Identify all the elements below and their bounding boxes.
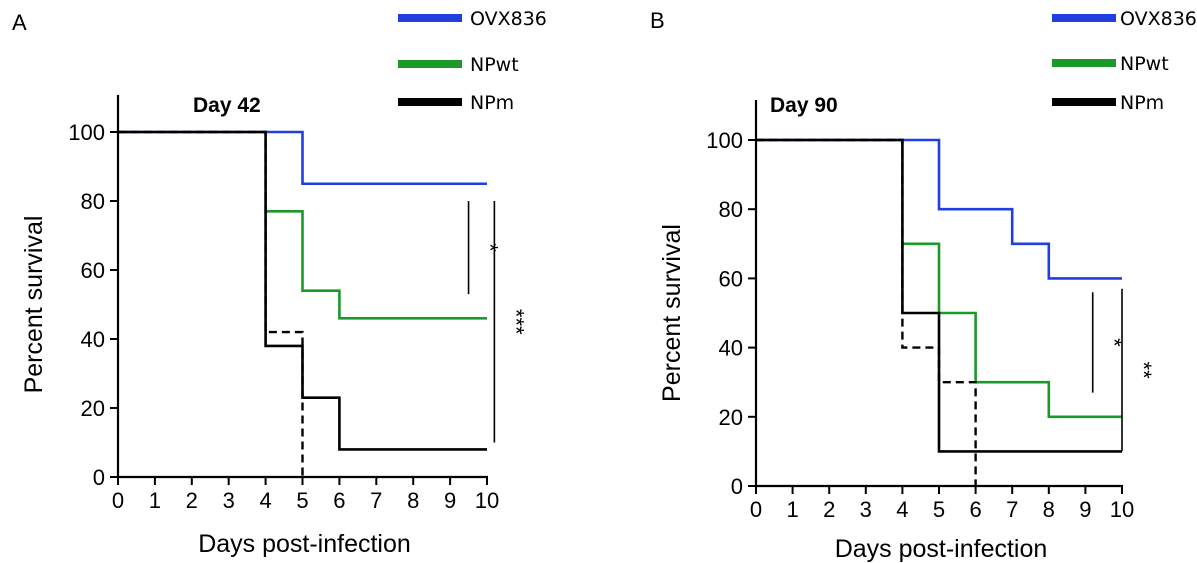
x-tick-label: 2	[823, 497, 835, 522]
x-tick-label: 10	[1110, 497, 1134, 522]
x-tick-label: 1	[786, 497, 798, 522]
x-tick-label: 5	[933, 497, 945, 522]
y-tick-label: 20	[719, 405, 743, 430]
legend-swatch-npwt	[1052, 59, 1116, 67]
survival-line-npwt	[265, 210, 487, 320]
y-axis-label: Percent survival	[658, 224, 686, 402]
panel-label: A	[12, 10, 27, 35]
y-tick-label: 60	[719, 266, 743, 291]
x-tick-label: 6	[969, 497, 981, 522]
y-tick-label: 80	[81, 189, 105, 214]
y-tick-label: 0	[93, 465, 105, 490]
x-axis-label: Days post-infection	[835, 535, 1048, 563]
legend-label: OVX836	[1120, 8, 1197, 30]
x-tick-label: 9	[444, 488, 456, 513]
x-tick-label: 8	[1043, 497, 1055, 522]
legend-label: OVX836	[470, 8, 547, 30]
legend-label: NPm	[470, 92, 514, 114]
legend-swatch-npm	[1052, 98, 1116, 106]
panel-label: B	[650, 8, 665, 33]
y-tick-label: 40	[719, 336, 743, 361]
y-tick-label: 60	[81, 258, 105, 283]
legend-label: NPwt	[470, 54, 519, 76]
x-tick-label: 3	[223, 488, 235, 513]
y-tick-label: 40	[81, 327, 105, 352]
survival-line-npwt	[902, 242, 1122, 419]
legend-swatch-ovx836	[398, 14, 462, 22]
legend-swatch-npwt	[398, 60, 462, 68]
x-tick-label: 9	[1079, 497, 1091, 522]
significance-label: *	[1102, 338, 1127, 347]
y-tick-label: 100	[68, 120, 105, 145]
significance-label: ***	[503, 309, 528, 335]
x-tick-label: 8	[407, 488, 419, 513]
y-tick-label: 20	[81, 396, 105, 421]
x-axis-label: Days post-infection	[198, 530, 411, 558]
x-tick-label: 10	[475, 488, 499, 513]
y-axis-label: Percent survival	[20, 216, 48, 394]
legend-label: NPm	[1120, 92, 1164, 114]
x-tick-label: 4	[259, 488, 271, 513]
chart-title: Day 90	[770, 94, 838, 117]
x-tick-label: 5	[296, 488, 308, 513]
x-tick-label: 3	[860, 497, 872, 522]
x-tick-label: 1	[149, 488, 161, 513]
significance-label: **	[1131, 362, 1156, 380]
legend-swatch-ovx836	[1052, 14, 1116, 22]
survival-line-ovx836	[118, 130, 487, 186]
x-tick-label: 0	[750, 497, 762, 522]
chart-title: Day 42	[193, 94, 261, 117]
survival-line-ovx836	[756, 138, 1122, 280]
legend-label: NPwt	[1120, 53, 1169, 75]
legend-swatch-npm	[398, 98, 462, 106]
y-tick-label: 100	[706, 128, 743, 153]
x-tick-label: 0	[112, 488, 124, 513]
x-tick-label: 6	[333, 488, 345, 513]
y-tick-label: 0	[731, 474, 743, 499]
x-tick-label: 2	[186, 488, 198, 513]
x-tick-label: 7	[370, 488, 382, 513]
significance-label: *	[478, 243, 503, 252]
x-tick-label: 7	[1006, 497, 1018, 522]
survival-line-control	[756, 138, 977, 486]
survival-line-control	[118, 130, 304, 477]
x-tick-label: 4	[896, 497, 908, 522]
y-tick-label: 80	[719, 197, 743, 222]
